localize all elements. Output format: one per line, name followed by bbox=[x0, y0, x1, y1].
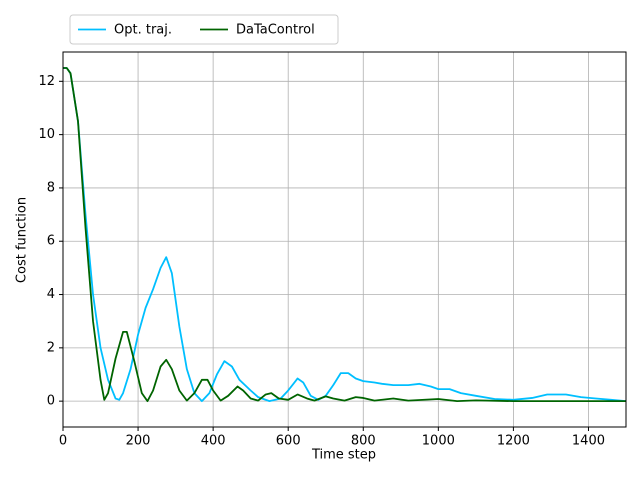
x-tick-label: 0 bbox=[59, 434, 67, 449]
x-tick-label: 800 bbox=[351, 434, 376, 449]
y-tick-label: 4 bbox=[47, 287, 55, 302]
y-tick-label: 8 bbox=[47, 180, 55, 195]
series-line bbox=[63, 67, 626, 403]
x-tick-label: 1200 bbox=[497, 434, 530, 449]
legend-label: DaTaControl bbox=[236, 23, 315, 38]
x-tick-label: 1400 bbox=[572, 434, 605, 449]
x-tick-label: 400 bbox=[201, 434, 226, 449]
y-tick-label: 2 bbox=[47, 340, 55, 355]
x-tick-label: 600 bbox=[276, 434, 301, 449]
x-tick-label: 1000 bbox=[422, 434, 455, 449]
y-tick-label: 6 bbox=[47, 234, 55, 249]
axes-frame bbox=[62, 51, 627, 428]
x-tick-label: 200 bbox=[126, 434, 151, 449]
y-tick-label: 12 bbox=[38, 74, 55, 89]
y-axis-label: Cost function bbox=[15, 197, 30, 283]
x-axis-label: Time step bbox=[311, 448, 376, 463]
y-tick-label: 10 bbox=[38, 127, 55, 142]
y-tick-label: 0 bbox=[47, 394, 55, 409]
legend-label: Opt. traj. bbox=[114, 23, 172, 38]
